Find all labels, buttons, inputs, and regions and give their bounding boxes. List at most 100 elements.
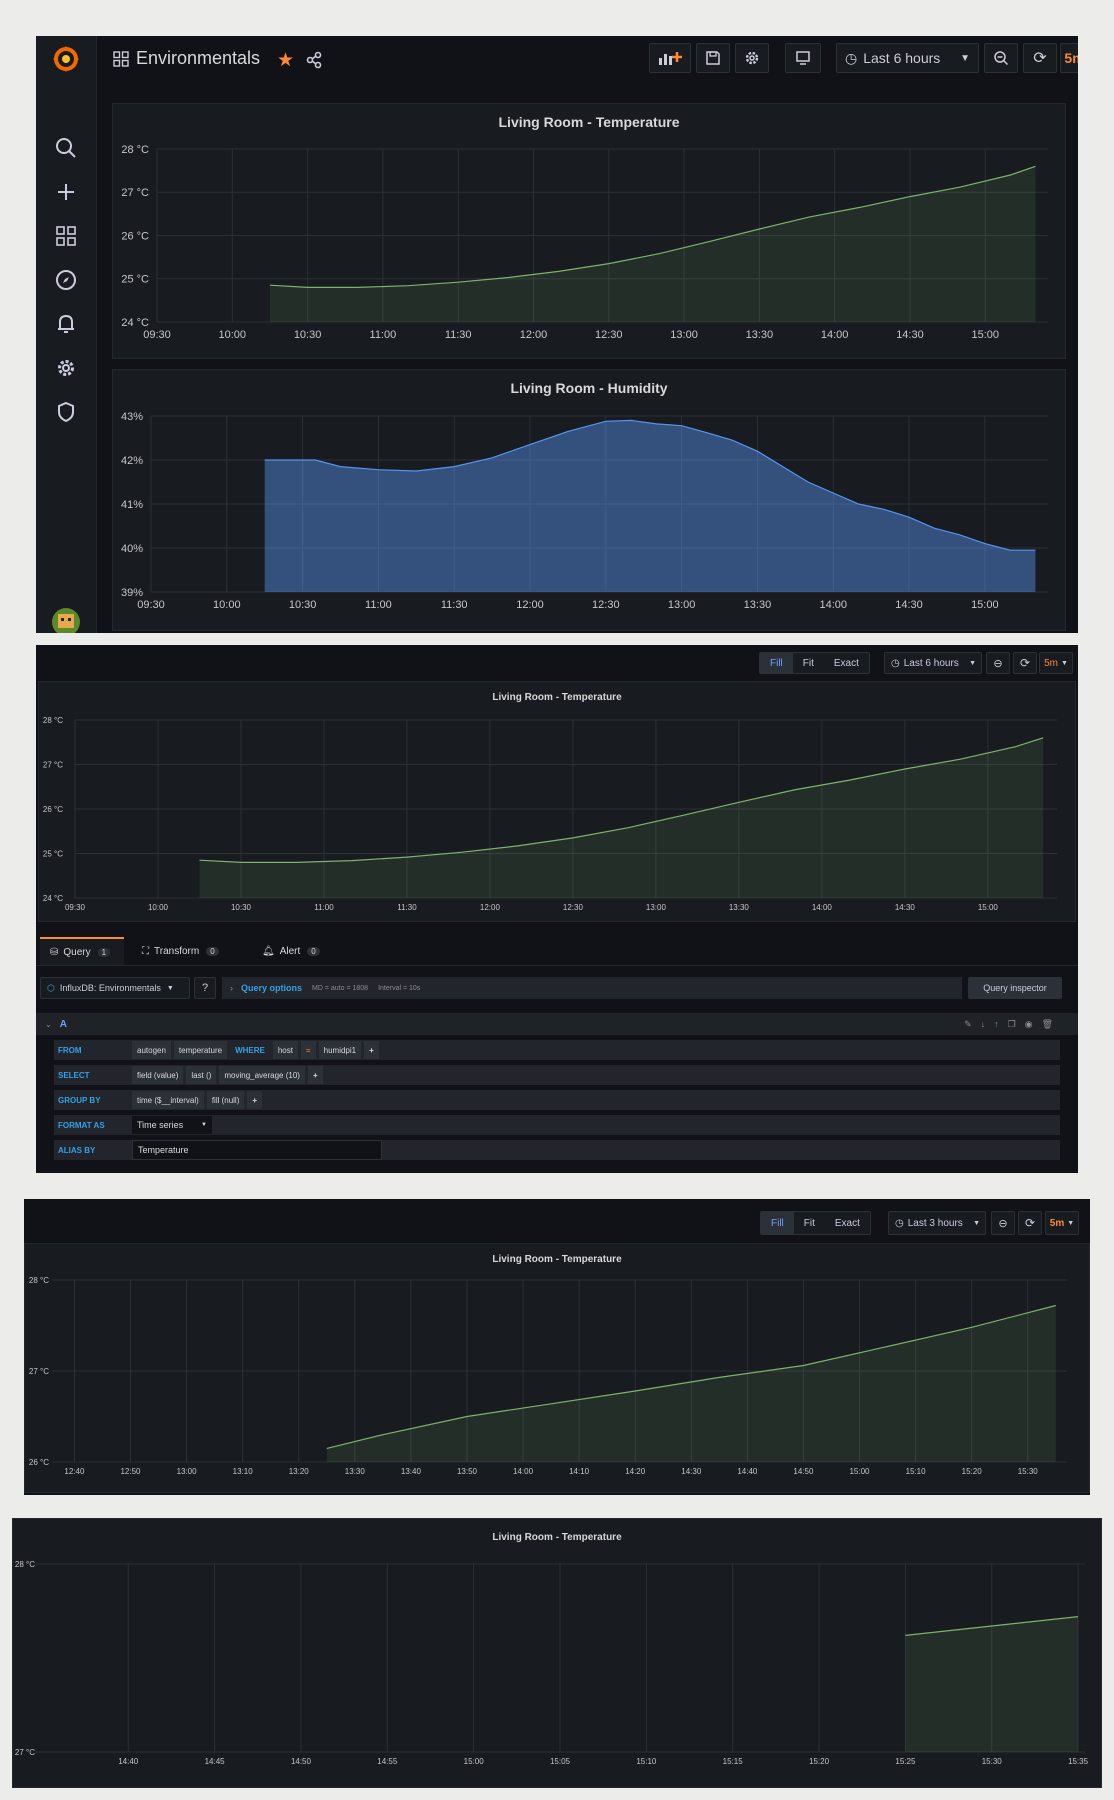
series-line: [269, 165, 1036, 288]
query-ref-id[interactable]: A: [59, 1018, 67, 1030]
y-tick-label: 43%: [121, 411, 143, 423]
tab-transform[interactable]: ⛶ Transform 0: [142, 937, 219, 965]
dashboard-title[interactable]: Environmentals: [136, 48, 261, 68]
fill-segment[interactable]: fill (null): [206, 1091, 245, 1109]
shield-icon[interactable]: [54, 400, 78, 424]
panel-title[interactable]: Living Room - Temperature: [492, 1532, 622, 1543]
refresh-interval-picker[interactable]: 5m ▼: [1045, 1211, 1079, 1235]
fit-mode-option[interactable]: Fit: [802, 657, 814, 669]
format-select[interactable]: Time series ▼: [132, 1116, 212, 1134]
zoom-out-icon[interactable]: [984, 43, 1018, 73]
x-tick-label: 13:30: [744, 599, 772, 611]
edit-icon[interactable]: ✎: [964, 1018, 981, 1029]
measurement-segment[interactable]: temperature: [173, 1041, 228, 1059]
query-options-label: Query options: [241, 983, 303, 993]
share-icon[interactable]: [305, 51, 323, 69]
x-tick-label: 15:10: [636, 1757, 657, 1766]
trash-icon[interactable]: 🗑︎: [1041, 1018, 1062, 1029]
time-range-picker[interactable]: ◷ Last 6 hours ▼: [836, 43, 979, 73]
explore-compass-icon[interactable]: [54, 268, 78, 292]
database-icon: ⛁: [50, 946, 59, 958]
tag-key-segment[interactable]: host: [272, 1041, 298, 1059]
tag-value-segment[interactable]: humidpi1: [318, 1041, 362, 1059]
time-group-segment[interactable]: time ($__interval): [132, 1091, 204, 1109]
refresh-interval-picker[interactable]: 5m ▼: [1039, 652, 1073, 674]
time-range-label: Last 6 hours: [863, 50, 941, 66]
panel-title[interactable]: Living Room - Humidity: [510, 380, 668, 396]
time-range-label: Last 3 hours: [907, 1217, 963, 1229]
settings-icon[interactable]: [735, 43, 769, 73]
y-tick-label: 28 °C: [15, 1560, 35, 1569]
refresh-interval-label: 5m: [1049, 1217, 1065, 1229]
save-icon[interactable]: [696, 43, 730, 73]
x-tick-label: 14:30: [895, 599, 923, 611]
x-tick-label: 10:00: [219, 329, 247, 341]
exact-mode-option[interactable]: Exact: [833, 657, 859, 669]
zoom-out-icon[interactable]: ⊖: [991, 1211, 1015, 1235]
y-tick-label: 25 °C: [43, 849, 63, 858]
move-down-icon[interactable]: ↓: [980, 1018, 995, 1029]
refresh-icon[interactable]: ⟳: [1018, 1211, 1042, 1235]
dashboards-icon[interactable]: [113, 51, 129, 67]
retention-policy-segment[interactable]: autogen: [132, 1041, 171, 1059]
refresh-icon[interactable]: ⟳: [1023, 43, 1057, 73]
query-format-row: FORMAT AS Time series ▼: [54, 1115, 1060, 1135]
transform-segment[interactable]: moving_average (10): [219, 1066, 305, 1084]
x-tick-label: 12:00: [520, 329, 548, 341]
panel-title[interactable]: Living Room - Temperature: [498, 114, 680, 130]
star-icon[interactable]: ★: [277, 50, 295, 71]
exact-mode-option[interactable]: Exact: [834, 1217, 860, 1229]
chevron-down-icon[interactable]: ⌄: [45, 1019, 52, 1029]
query-options-toggle[interactable]: › Query options MD = auto = 1808 Interva…: [222, 977, 962, 999]
add-group-by-button[interactable]: +: [247, 1091, 263, 1109]
add-condition-button[interactable]: +: [364, 1041, 379, 1059]
tab-label: Query: [63, 946, 91, 958]
x-tick-label: 12:30: [563, 903, 584, 912]
search-icon[interactable]: [54, 136, 78, 160]
refresh-interval-picker[interactable]: 5m ▼: [1060, 43, 1078, 73]
x-tick-label: 14:10: [569, 1467, 590, 1476]
operator-segment[interactable]: =: [300, 1041, 316, 1059]
alias-input[interactable]: Temperature: [132, 1140, 382, 1160]
plus-icon[interactable]: [54, 180, 78, 204]
selector-segment[interactable]: last (): [186, 1066, 217, 1084]
zoom-out-icon[interactable]: ⊖: [986, 652, 1010, 674]
dashboard-screenshot: Environmentals ★ ◷ Last 6 hours ▼ ⟳ 5m ▼: [36, 36, 1078, 633]
field-segment[interactable]: field (value): [132, 1066, 184, 1084]
config-gear-icon[interactable]: [54, 356, 78, 380]
panel-title[interactable]: Living Room - Temperature: [492, 692, 622, 703]
query-select-row: SELECT field (value) last () moving_aver…: [54, 1065, 1060, 1085]
time-range-picker[interactable]: ◷ Last 6 hours ▼: [884, 652, 982, 674]
x-tick-label: 15:35: [1068, 1757, 1089, 1766]
datasource-picker[interactable]: ⬡ InfluxDB: Environmentals ▼: [40, 977, 190, 999]
help-icon[interactable]: ?: [194, 977, 216, 999]
x-tick-label: 11:00: [365, 599, 392, 611]
x-tick-label: 15:00: [971, 329, 999, 341]
fill-mode-option[interactable]: Fill: [761, 1212, 794, 1234]
x-tick-label: 10:30: [231, 903, 252, 912]
tab-alert[interactable]: 🔔︎ Alert 0: [262, 937, 320, 965]
tv-mode-icon[interactable]: [785, 43, 821, 73]
series-area: [264, 420, 1036, 592]
fit-mode-option[interactable]: Fit: [803, 1217, 815, 1229]
query-inspector-button[interactable]: Query inspector: [968, 977, 1062, 999]
alert-bell-icon[interactable]: [54, 312, 78, 336]
time-range-picker[interactable]: ◷ Last 3 hours ▼: [888, 1211, 986, 1235]
x-tick-label: 13:30: [345, 1467, 366, 1476]
refresh-icon[interactable]: ⟳: [1013, 652, 1037, 674]
refresh-interval-label: 5m: [1044, 657, 1058, 669]
move-up-icon[interactable]: ↑: [994, 1018, 1008, 1029]
fill-mode-option[interactable]: Fill: [760, 653, 793, 673]
dashboards-grid-icon[interactable]: [54, 224, 78, 248]
tab-query[interactable]: ⛁ Query 1: [40, 937, 124, 965]
influxdb-icon: ⬡: [47, 982, 55, 993]
grafana-logo-icon[interactable]: [51, 44, 81, 74]
chevron-down-icon: ▼: [1067, 1219, 1075, 1227]
duplicate-icon[interactable]: ❐: [1007, 1018, 1025, 1029]
user-avatar-icon[interactable]: [52, 608, 80, 633]
add-panel-icon[interactable]: [649, 43, 691, 73]
panel-title[interactable]: Living Room - Temperature: [492, 1254, 622, 1265]
series-line: [905, 1616, 1079, 1636]
eye-icon[interactable]: ◉: [1024, 1018, 1042, 1029]
add-select-button[interactable]: +: [307, 1066, 323, 1084]
